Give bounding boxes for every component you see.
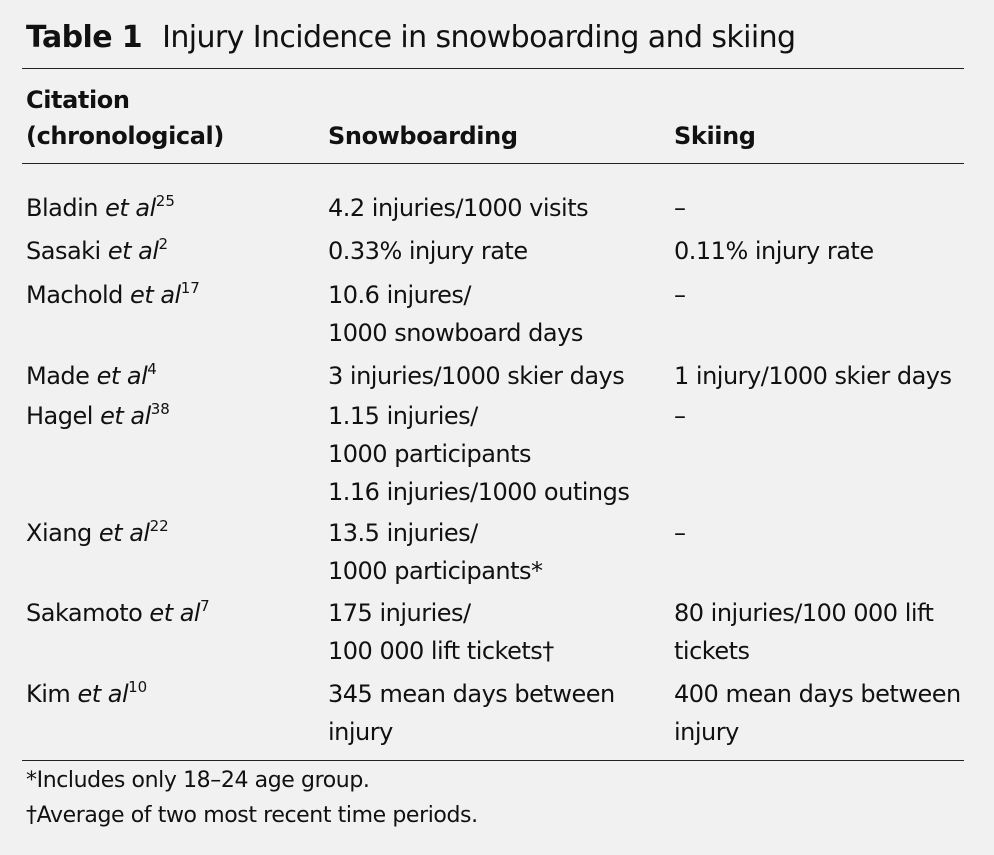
- cell-citation: Hagel et al38: [26, 397, 170, 435]
- cell-snowboarding-line: 1000 snowboard days: [328, 319, 583, 347]
- cell-snowboarding-line: 4.2 injuries/1000 visits: [328, 194, 589, 222]
- citation-ref: 25: [155, 192, 175, 210]
- cell-skiing-line: tickets: [674, 637, 750, 665]
- cell-snowboarding: 4.2 injuries/1000 visits: [328, 189, 589, 227]
- cell-skiing-line: 400 mean days between: [674, 680, 961, 708]
- citation-author: Sakamoto: [26, 599, 143, 627]
- table-label: Table 1: [26, 20, 143, 55]
- citation-etal: et al: [100, 402, 151, 430]
- top-rule: [22, 68, 964, 69]
- cell-snowboarding-line: 3 injuries/1000 skier days: [328, 362, 625, 390]
- cell-snowboarding: 1.15 injuries/1000 participants 1.16 inju…: [328, 397, 630, 511]
- cell-citation: Xiang et al22: [26, 514, 169, 552]
- cell-skiing: 1 injury/1000 skier days: [674, 357, 952, 395]
- cell-snowboarding-line: 1000 participants: [328, 440, 532, 468]
- cell-snowboarding: 10.6 injures/1000 snowboard days: [328, 276, 583, 352]
- header-citation-line1: Citation: [26, 86, 130, 114]
- header-citation: Citation (chronological): [26, 82, 224, 154]
- cell-skiing: –: [674, 397, 686, 435]
- cell-skiing: –: [674, 189, 686, 227]
- cell-snowboarding-line: 10.6 injures/: [328, 281, 472, 309]
- cell-snowboarding-line: 100 000 lift tickets†: [328, 637, 554, 665]
- cell-citation: Kim et al10: [26, 675, 147, 713]
- citation-ref: 38: [150, 400, 170, 418]
- cell-citation: Made et al4: [26, 357, 157, 395]
- cell-snowboarding: 13.5 injuries/1000 participants*: [328, 514, 543, 590]
- cell-citation: Bladin et al25: [26, 189, 175, 227]
- header-rule: [22, 163, 964, 164]
- cell-snowboarding-line: 1.16 injuries/1000 outings: [328, 478, 630, 506]
- cell-skiing-line: 80 injuries/100 000 lift: [674, 599, 934, 627]
- bottom-rule: [22, 760, 964, 761]
- cell-skiing-line: –: [674, 519, 686, 547]
- citation-ref: 10: [128, 678, 148, 696]
- citation-etal: et al: [96, 362, 148, 390]
- cell-snowboarding-line: 1000 participants*: [328, 557, 543, 585]
- citation-ref: 17: [180, 279, 200, 297]
- citation-ref: 22: [149, 517, 169, 535]
- citation-ref: 7: [200, 597, 210, 615]
- table-caption: Injury Incidence in snowboarding and ski…: [162, 20, 796, 55]
- header-citation-line2: (chronological): [26, 122, 224, 150]
- cell-snowboarding-line: 175 injuries/: [328, 599, 471, 627]
- citation-etal: et al: [149, 599, 201, 627]
- cell-snowboarding: 175 injuries/100 000 lift tickets†: [328, 594, 554, 670]
- cell-skiing-line: –: [674, 402, 686, 430]
- header-snowboarding: Snowboarding: [328, 122, 518, 150]
- cell-citation: Machold et al17: [26, 276, 200, 314]
- cell-skiing: 0.11% injury rate: [674, 232, 874, 270]
- cell-skiing: –: [674, 276, 686, 314]
- cell-snowboarding-line: 345 mean days between: [328, 680, 615, 708]
- cell-snowboarding: 3 injuries/1000 skier days: [328, 357, 625, 395]
- citation-etal: et al: [105, 194, 156, 222]
- citation-ref: 2: [158, 235, 169, 253]
- citation-author: Xiang: [26, 519, 92, 547]
- cell-snowboarding-line: 0.33% injury rate: [328, 237, 528, 265]
- header-skiing: Skiing: [674, 122, 756, 150]
- table-title: Table 1 Injury Incidence in snowboarding …: [26, 18, 796, 58]
- citation-author: Made: [26, 362, 90, 390]
- citation-author: Kim: [26, 680, 71, 708]
- cell-skiing: 400 mean days between injury: [674, 675, 961, 751]
- cell-citation: Sasaki et al2: [26, 232, 168, 270]
- citation-author: Hagel: [26, 402, 93, 430]
- cell-skiing-line: 0.11% injury rate: [674, 237, 874, 265]
- cell-skiing-line: –: [674, 281, 686, 309]
- cell-snowboarding-line: injury: [328, 718, 393, 746]
- citation-etal: et al: [98, 519, 150, 547]
- footnote-2: †Average of two most recent time periods…: [26, 803, 478, 828]
- cell-snowboarding: 345 mean days between injury: [328, 675, 615, 751]
- cell-snowboarding-line: 13.5 injuries/: [328, 519, 478, 547]
- citation-author: Bladin: [26, 194, 98, 222]
- cell-skiing-line: injury: [674, 718, 739, 746]
- cell-skiing: –: [674, 514, 686, 552]
- citation-ref: 4: [147, 360, 157, 378]
- citation-author: Machold: [26, 281, 123, 309]
- cell-snowboarding: 0.33% injury rate: [328, 232, 528, 270]
- citation-etal: et al: [130, 281, 181, 309]
- cell-snowboarding-line: 1.15 injuries/: [328, 402, 478, 430]
- citation-author: Sasaki: [26, 237, 101, 265]
- cell-citation: Sakamoto et al7: [26, 594, 210, 632]
- cell-skiing-line: –: [674, 194, 686, 222]
- cell-skiing-line: 1 injury/1000 skier days: [674, 362, 952, 390]
- citation-etal: et al: [77, 680, 129, 708]
- citation-etal: et al: [107, 237, 159, 265]
- footnote-1: *Includes only 18–24 age group.: [26, 768, 370, 793]
- cell-skiing: 80 injuries/100 000 lift tickets: [674, 594, 934, 670]
